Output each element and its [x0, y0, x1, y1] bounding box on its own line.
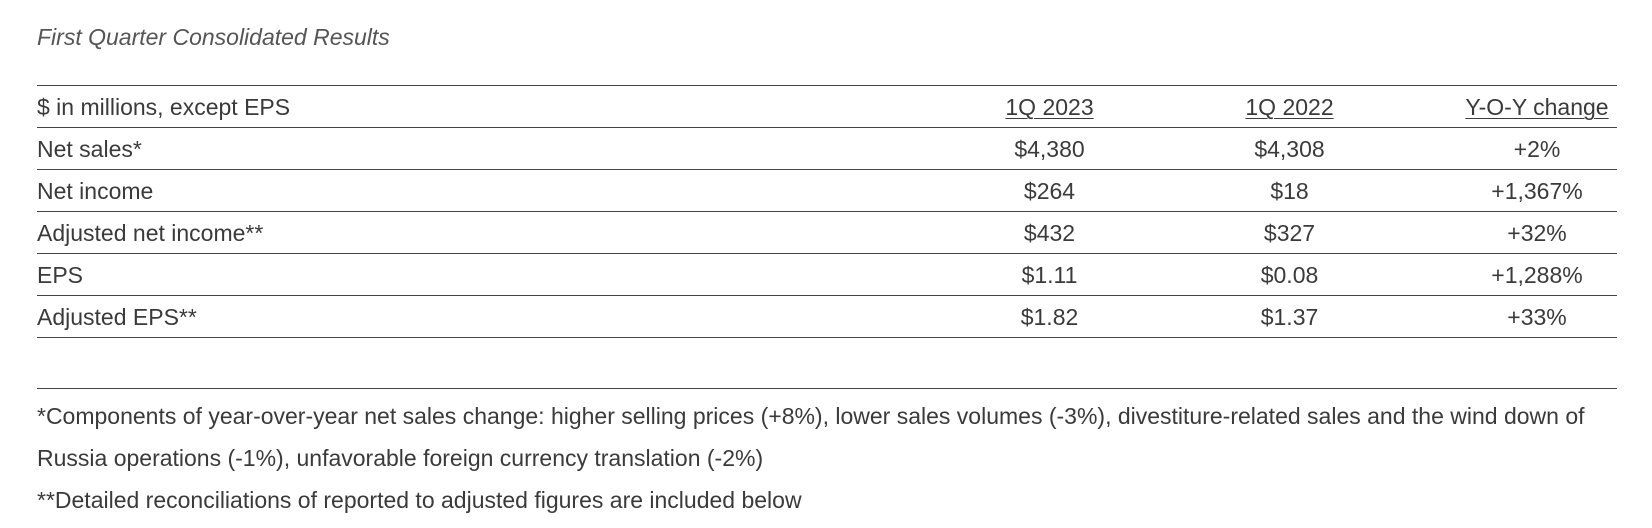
cell-1q2022: $0.08: [1260, 262, 1319, 288]
cell-yoy-change: +32%: [1507, 220, 1567, 246]
table-row: Adjusted net income** $432 $327 +32%: [37, 212, 1617, 254]
cell-1q2023: $432: [1023, 220, 1076, 246]
cell-yoy-change: +1,288%: [1491, 262, 1583, 288]
cell-yoy-change: +1,367%: [1491, 178, 1583, 204]
cell-1q2022: $4,308: [1254, 136, 1325, 162]
cell-1q2023: $264: [1023, 178, 1076, 204]
footnote-reconciliations: **Detailed reconciliations of reported t…: [37, 487, 802, 513]
header-yoy-change: Y-O-Y change: [1465, 94, 1609, 120]
cell-1q2023: $4,380: [1014, 136, 1085, 162]
row-label: EPS: [37, 262, 84, 288]
cell-yoy-change: +2%: [1513, 136, 1561, 162]
row-label: Adjusted EPS**: [37, 304, 197, 330]
row-label: Net income: [37, 178, 154, 204]
row-label: Net sales*: [37, 136, 142, 162]
cell-1q2023: $1.82: [1020, 304, 1079, 330]
footnotes: *Components of year-over-year net sales …: [37, 388, 1617, 521]
header-1q2022: 1Q 2022: [1245, 94, 1334, 120]
header-1q2023: 1Q 2023: [1005, 94, 1094, 120]
table-row: Net sales* $4,380 $4,308 +2%: [37, 128, 1617, 170]
row-label: Adjusted net income**: [37, 220, 264, 246]
cell-1q2023: $1.11: [1021, 262, 1078, 288]
cell-1q2022: $18: [1270, 178, 1309, 204]
table-header-row: $ in millions, except EPS 1Q 2023 1Q 202…: [37, 86, 1617, 128]
cell-1q2022: $1.37: [1260, 304, 1319, 330]
table-row: Net income $264 $18 +1,367%: [37, 170, 1617, 212]
footnote-net-sales: *Components of year-over-year net sales …: [37, 403, 1585, 471]
table-row: Adjusted EPS** $1.82 $1.37 +33%: [37, 296, 1617, 338]
cell-yoy-change: +33%: [1507, 304, 1567, 330]
header-label: $ in millions, except EPS: [37, 94, 291, 120]
section-title: First Quarter Consolidated Results: [37, 24, 390, 50]
results-table: $ in millions, except EPS 1Q 2023 1Q 202…: [37, 85, 1617, 338]
cell-1q2022: $327: [1263, 220, 1316, 246]
table-row: EPS $1.11 $0.08 +1,288%: [37, 254, 1617, 296]
